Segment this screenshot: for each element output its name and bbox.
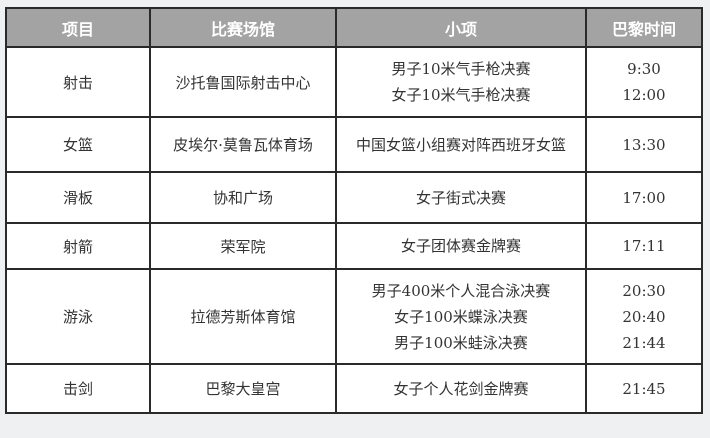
table-row: 射箭 荣军院 女子团体赛金牌赛 17:11	[5, 222, 703, 270]
time-cell: 20:30 20:40 21:44	[585, 268, 703, 365]
event-name: 男子100米蛙泳决赛	[394, 333, 528, 352]
time-cell: 17:00	[585, 171, 703, 224]
header-event: 小项	[335, 7, 587, 48]
venue-cell: 皮埃尔·莫鲁瓦体育场	[149, 116, 337, 173]
event-cell: 中国女篮小组赛对阵西班牙女篮	[335, 116, 587, 173]
event-name: 女子街式决赛	[415, 188, 506, 207]
venue-cell: 荣军院	[149, 222, 337, 270]
event-name: 男子400米个人混合泳决赛	[371, 281, 551, 300]
table-row: 击剑 巴黎大皇宫 女子个人花剑金牌赛 21:45	[5, 363, 703, 414]
sport-cell: 射箭	[5, 222, 151, 270]
event-time: 9:30	[627, 60, 661, 78]
event-name: 男子10米气手枪决赛	[391, 60, 531, 78]
venue-cell: 沙托鲁国际射击中心	[149, 46, 337, 118]
time-cell: 9:30 12:00	[585, 46, 703, 118]
event-cell: 男子400米个人混合泳决赛 女子100米蝶泳决赛 男子100米蛙泳决赛	[335, 268, 587, 365]
sport-cell: 射击	[5, 46, 151, 118]
event-name: 中国女篮小组赛对阵西班牙女篮	[355, 135, 566, 154]
event-name: 女子个人花剑金牌赛	[393, 379, 529, 398]
event-name: 女子团体赛金牌赛	[400, 237, 521, 255]
event-time: 20:30	[622, 281, 666, 300]
event-time: 21:44	[622, 333, 666, 352]
event-name: 女子100米蝶泳决赛	[394, 307, 528, 326]
table-row: 射击 沙托鲁国际射击中心 男子10米气手枪决赛 女子10米气手枪决赛 9:30 12:00	[5, 46, 703, 118]
time-cell: 17:11	[585, 222, 703, 270]
event-time: 17:00	[622, 188, 666, 207]
event-time: 12:00	[622, 86, 666, 104]
event-name: 女子10米气手枪决赛	[391, 86, 531, 104]
event-cell: 男子10米气手枪决赛 女子10米气手枪决赛	[335, 46, 587, 118]
sport-cell: 游泳	[5, 268, 151, 365]
schedule-table: 项目 比赛场馆 小项 巴黎时间 射击 沙托鲁国际射击中心 男子10米气手枪决赛 女子1…	[5, 7, 703, 414]
event-cell: 女子街式决赛	[335, 171, 587, 224]
table-row: 滑板 协和广场 女子街式决赛 17:00	[5, 171, 703, 224]
time-cell: 13:30	[585, 116, 703, 173]
event-time: 13:30	[622, 135, 666, 154]
event-cell: 女子团体赛金牌赛	[335, 222, 587, 270]
table-row: 游泳 拉德芳斯体育馆 男子400米个人混合泳决赛 女子100米蝶泳决赛 男子100米蛙泳…	[5, 268, 703, 365]
event-cell: 女子个人花剑金牌赛	[335, 363, 587, 414]
event-time: 21:45	[622, 379, 666, 398]
event-time: 20:40	[622, 307, 666, 326]
venue-cell: 协和广场	[149, 171, 337, 224]
venue-cell: 拉德芳斯体育馆	[149, 268, 337, 365]
sport-cell: 女篮	[5, 116, 151, 173]
table-row: 女篮 皮埃尔·莫鲁瓦体育场 中国女篮小组赛对阵西班牙女篮 13:30	[5, 116, 703, 173]
header-venue: 比赛场馆	[149, 7, 337, 48]
sport-cell: 滑板	[5, 171, 151, 224]
header-time: 巴黎时间	[585, 7, 703, 48]
header-row: 项目 比赛场馆 小项 巴黎时间	[5, 7, 703, 48]
header-sport: 项目	[5, 7, 151, 48]
time-cell: 21:45	[585, 363, 703, 414]
venue-cell: 巴黎大皇宫	[149, 363, 337, 414]
sport-cell: 击剑	[5, 363, 151, 414]
event-time: 17:11	[622, 237, 666, 255]
